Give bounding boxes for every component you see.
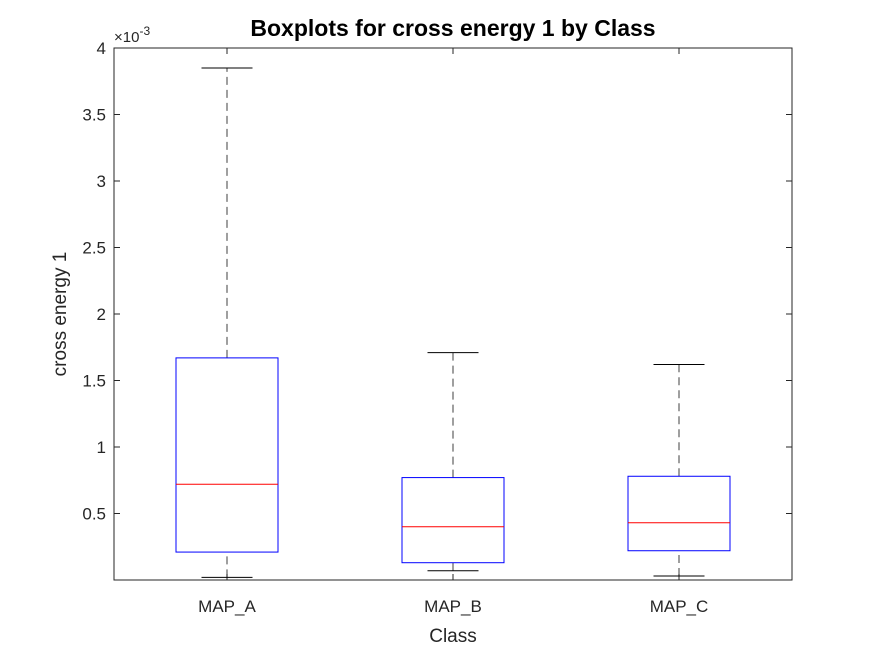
y-tick-label: 1.5 — [82, 372, 106, 391]
y-tick-label: 1 — [97, 438, 106, 457]
plot-area — [113, 47, 793, 581]
x-axis-label: Class — [429, 626, 477, 647]
x-tick-label: MAP_A — [198, 597, 256, 616]
box-series — [175, 67, 731, 578]
y-tick-label: 2.5 — [82, 239, 106, 258]
interquartile-box — [175, 357, 279, 553]
interquartile-box — [627, 475, 731, 552]
y-tick-label: 0.5 — [82, 505, 106, 524]
y-tick-label: 4 — [97, 39, 106, 58]
box-map-b — [401, 352, 505, 572]
interquartile-box — [401, 477, 505, 564]
y-exponent-base: ×10 — [114, 29, 139, 46]
x-tick-label: MAP_C — [650, 597, 709, 616]
chart-title: Boxplots for cross energy 1 by Class — [250, 15, 655, 41]
box-map-a — [175, 67, 279, 578]
y-exponent-power: -3 — [139, 24, 150, 38]
y-tick-label: 2 — [97, 305, 106, 324]
box-map-c — [627, 364, 731, 577]
x-axis-ticks: MAP_A MAP_B MAP_C — [198, 48, 708, 616]
x-tick-label: MAP_B — [424, 597, 482, 616]
y-axis-label: cross energy 1 — [50, 252, 71, 377]
y-tick-label: 3.5 — [82, 106, 106, 125]
y-axis-ticks: 0.5 1 1.5 2 2.5 3 3.5 4 — [82, 39, 792, 524]
y-tick-label: 3 — [97, 172, 106, 191]
y-axis-exponent: ×10-3 — [114, 24, 150, 46]
